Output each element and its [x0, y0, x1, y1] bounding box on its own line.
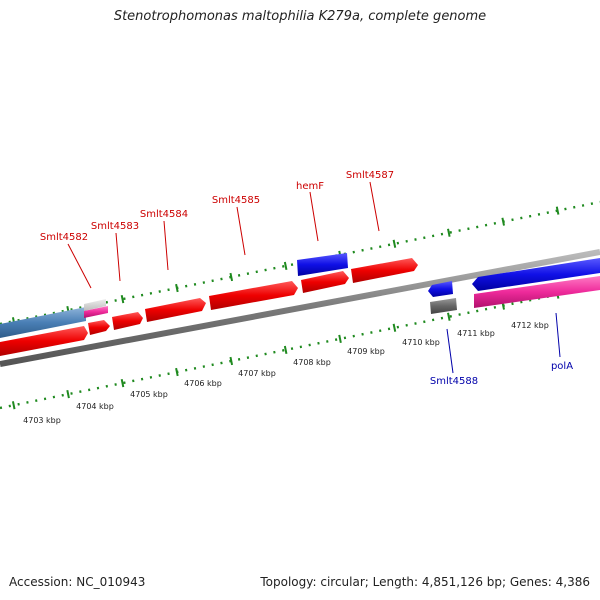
ruler-major-tick: [447, 312, 451, 321]
kbp-tick-label: 4707 kbp: [238, 369, 276, 378]
gene-block-steel-blue[interactable]: [0, 307, 86, 338]
kbp-tick-label: 4711 kbp: [457, 329, 495, 338]
ruler-major-tick: [66, 390, 70, 399]
kbp-tick-label: 4712 kbp: [511, 321, 549, 330]
top-labels: Smlt4582 Smlt4583 Smlt4584 Smlt4585 hemF…: [40, 170, 394, 243]
genome-title: Stenotrophomonas maltophilia K279a, comp…: [113, 9, 487, 24]
gene-arrow-blue-Smlt4588[interactable]: [428, 281, 453, 297]
bottom-labels: Smlt4588 polA: [430, 361, 573, 387]
kbp-tick-label: 4704 kbp: [76, 402, 114, 411]
gene-label: Smlt4587: [346, 170, 394, 181]
kbp-tick-label: 4703 kbp: [23, 416, 61, 425]
ruler-major-tick: [175, 283, 179, 293]
callout-lines: [67, 181, 380, 289]
gene-arrow-red[interactable]: [351, 258, 418, 283]
genome-backbone: [0, 249, 600, 367]
gene-arrow-red[interactable]: [145, 298, 206, 322]
ruler-major-tick: [175, 367, 179, 377]
genome-summary-text: Topology: circular; Length: 4,851,126 bp…: [260, 575, 590, 589]
gene-label: Smlt4588: [430, 376, 478, 387]
gene-arrow-red[interactable]: [209, 281, 298, 310]
kbp-tick-label: 4710 kbp: [402, 338, 440, 347]
callout-lines-blue: [446, 312, 561, 374]
ruler-major-tick: [392, 323, 397, 332]
ruler-major-tick: [501, 217, 505, 226]
gene-label: Smlt4584: [140, 209, 188, 220]
lower-ruler: [0, 284, 600, 410]
ruler-major-tick: [283, 261, 288, 271]
kbp-tick-label: 4709 kbp: [347, 347, 385, 356]
ruler-major-tick: [11, 401, 16, 410]
ruler-major-tick: [229, 272, 234, 282]
gene-block-light[interactable]: [84, 299, 106, 311]
gene-arrow-red[interactable]: [112, 312, 143, 330]
gene-label: Smlt4583: [91, 221, 139, 232]
ruler-major-tick: [338, 334, 342, 343]
ruler-major-tick: [120, 378, 125, 388]
kbp-tick-labels: 4703 kbp 4704 kbp 4705 kbp 4706 kbp 4707…: [23, 321, 549, 425]
ruler-major-tick: [229, 356, 234, 366]
gene-label: polA: [551, 361, 573, 372]
ruler-major-tick: [283, 345, 288, 355]
gene-track: [0, 253, 600, 356]
gene-block-gray[interactable]: [430, 298, 457, 314]
ruler-major-tick: [392, 239, 397, 248]
kbp-tick-label: 4708 kbp: [293, 358, 331, 367]
ruler-major-tick: [555, 206, 560, 215]
gene-arrow-red[interactable]: [0, 326, 88, 356]
gene-arrow-blue-polA[interactable]: [472, 258, 600, 291]
ruler-major-tick: [120, 294, 125, 304]
gene-label: Smlt4582: [40, 232, 88, 243]
accession-text: Accession: NC_010943: [9, 575, 146, 589]
gene-block-pink-long[interactable]: [474, 276, 600, 308]
gene-arrow-red-hemF[interactable]: [301, 271, 349, 293]
gene-label: Smlt4585: [212, 195, 260, 206]
gene-arrow-red[interactable]: [88, 320, 110, 335]
gene-label: hemF: [296, 181, 324, 192]
ruler-major-tick: [447, 228, 451, 237]
gene-block-pink[interactable]: [84, 306, 108, 318]
kbp-tick-label: 4706 kbp: [184, 379, 222, 388]
kbp-tick-label: 4705 kbp: [130, 390, 168, 399]
gene-block-blue-hemF[interactable]: [297, 253, 348, 276]
